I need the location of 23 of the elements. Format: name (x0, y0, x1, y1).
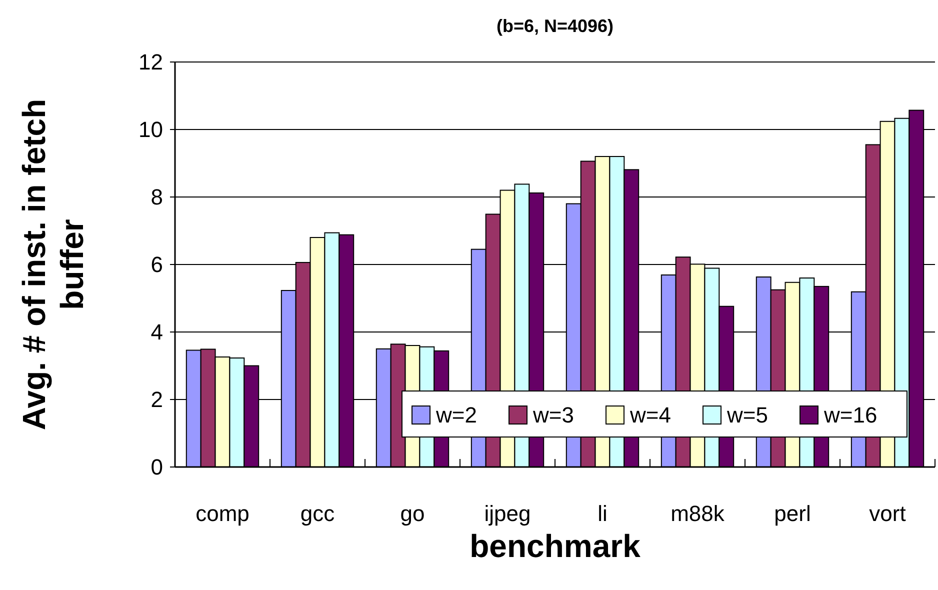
x-tick-label: gcc (300, 501, 335, 526)
y-tick-label: 2 (150, 387, 163, 412)
y-tick-label: 0 (150, 454, 163, 480)
chart-title: (b=6, N=4096) (496, 16, 614, 36)
x-tick-label: li (598, 501, 608, 526)
y-axis-title: Avg. # of inst. in fetch buffer (16, 98, 90, 430)
x-tick-label: m88k (670, 501, 726, 526)
x-tick-label: perl (774, 501, 811, 526)
y-tick-label: 12 (138, 50, 163, 75)
x-tick-label: comp (196, 501, 250, 526)
y-tick-label: 4 (150, 320, 163, 345)
x-axis-title: benchmark (470, 528, 641, 564)
x-tick-label: ijpeg (484, 501, 531, 526)
legend-label: w=3 (532, 402, 574, 428)
x-tick-label: vort (869, 501, 906, 526)
legend-label: w=16 (823, 402, 878, 428)
x-tick-label: go (400, 501, 425, 526)
y-tick-label: 10 (138, 117, 163, 142)
y-tick-label: 6 (150, 252, 163, 278)
legend-label: w=2 (435, 402, 477, 428)
y-tick-label: 8 (150, 184, 163, 210)
legend-label: w=4 (629, 402, 671, 428)
legend-label: w=5 (726, 402, 768, 428)
